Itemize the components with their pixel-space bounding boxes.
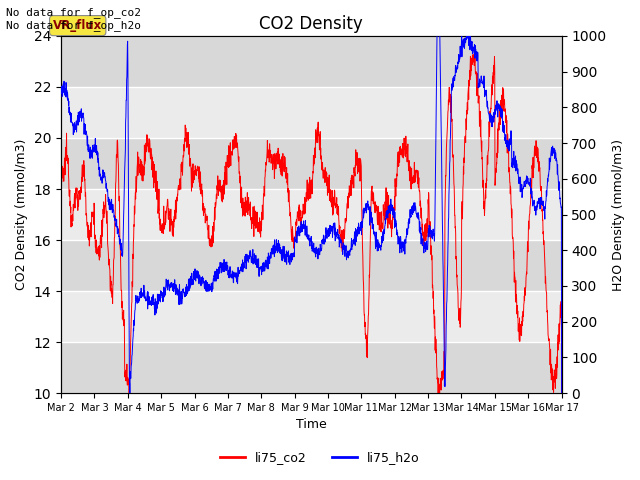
Bar (61, 87, 561, 138)
Bar (61, 291, 561, 342)
Text: No data for f_op_co2
No data for f_op_h2o: No data for f_op_co2 No data for f_op_h2… (6, 7, 141, 31)
X-axis label: Time: Time (296, 419, 326, 432)
Legend: li75_co2, li75_h2o: li75_co2, li75_h2o (215, 446, 425, 469)
Bar (61, 36, 561, 87)
Bar (61, 189, 561, 240)
Title: CO2 Density: CO2 Density (259, 15, 363, 33)
Text: VR_flux: VR_flux (53, 19, 102, 32)
Y-axis label: CO2 Density (mmol/m3): CO2 Density (mmol/m3) (15, 139, 28, 290)
Bar (61, 240, 561, 291)
Bar (61, 138, 561, 189)
Y-axis label: H2O Density (mmol/m3): H2O Density (mmol/m3) (612, 139, 625, 290)
Bar (61, 342, 561, 393)
